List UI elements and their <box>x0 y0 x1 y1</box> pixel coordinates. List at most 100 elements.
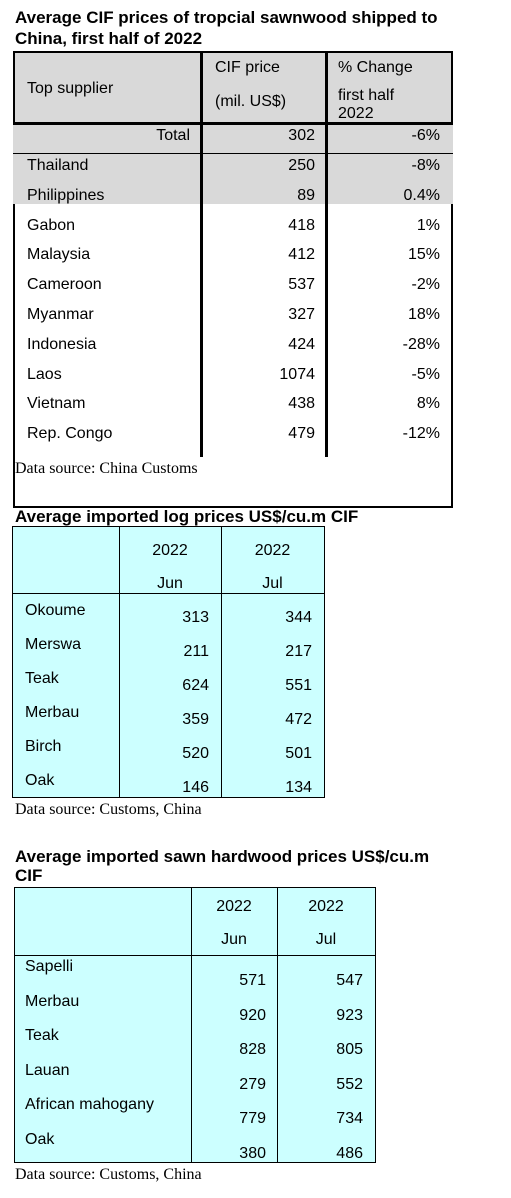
header-change: % Change <box>338 59 413 76</box>
table3-title-line1: Average imported sawn hardwood prices US… <box>15 847 430 866</box>
jul-price-value: 805 <box>336 1041 363 1058</box>
table3-month-jul: Jul <box>315 931 337 948</box>
jun-price-value: 313 <box>182 609 209 626</box>
jul-price-value: 134 <box>285 779 312 796</box>
jul-price-value: 923 <box>336 1006 363 1024</box>
table1-total-row <box>13 124 453 204</box>
change-value: -28% <box>402 335 440 353</box>
supplier-name: Rep. Congo <box>27 425 113 443</box>
table1-title-line1: Average CIF prices of tropcial sawnwood … <box>15 8 438 27</box>
header-cif-unit: (mil. US$) <box>215 93 287 110</box>
jun-price-value: 380 <box>239 1144 266 1162</box>
table3-column-line <box>191 888 192 1162</box>
supplier-name: Vietnam <box>27 395 86 413</box>
species-name: African mahogany <box>25 1096 154 1113</box>
jun-price-value: 279 <box>239 1075 266 1093</box>
header-cif-price: CIF price <box>215 59 280 76</box>
species-name: Oak <box>25 772 55 789</box>
table2-year-jul: 2022 <box>254 542 291 559</box>
change-value: 0.4% <box>403 186 440 204</box>
sawn-hardwood-price-table: 2022 Jun 2022 Jul Sapelli 571 547 Merbau 920… <box>14 887 376 1163</box>
jun-price-value: 146 <box>182 779 209 796</box>
cif-price-value: 327 <box>288 306 315 323</box>
jul-price-value: 552 <box>336 1075 363 1093</box>
species-name: Sapelli <box>25 958 74 975</box>
jun-price-value: 359 <box>182 711 209 728</box>
table1-source: Data source: China Customs <box>15 460 198 477</box>
cif-price-value: 412 <box>288 246 315 264</box>
total-label: Total <box>156 127 190 144</box>
table2-column-line <box>221 527 222 797</box>
header-top-supplier: Top supplier <box>27 80 114 97</box>
change-value: 15% <box>407 246 440 264</box>
supplier-name: Myanmar <box>27 306 94 323</box>
table2-source: Data source: Customs, China <box>15 801 202 818</box>
table1-body <box>13 204 453 508</box>
jun-price-value: 211 <box>183 643 209 660</box>
jul-price-value: 551 <box>285 677 312 694</box>
supplier-name: Philippines <box>27 186 105 204</box>
supplier-name: Gabon <box>27 216 76 234</box>
change-value: -2% <box>411 276 440 294</box>
cif-price-value: 250 <box>288 157 315 174</box>
jul-price-value: 344 <box>285 609 312 626</box>
table3-column-line <box>277 888 278 1162</box>
species-name: Merbau <box>25 992 80 1010</box>
jul-price-value: 472 <box>285 711 312 728</box>
table1-column-line <box>325 51 328 457</box>
cif-price-value: 537 <box>288 276 315 294</box>
jun-price-value: 920 <box>239 1006 266 1024</box>
supplier-name: Thailand <box>27 157 89 174</box>
cif-price-table: Top supplier CIF price (mil. US$) % Chan… <box>13 51 453 508</box>
table3-year-jun: 2022 <box>216 898 252 915</box>
cif-price-value: 424 <box>288 335 315 353</box>
table2-month-jun: Jun <box>157 575 183 592</box>
change-value: 1% <box>416 216 440 234</box>
table2-month-jul: Jul <box>262 575 283 592</box>
table1-header <box>13 51 453 124</box>
table3-source: Data source: Customs, China <box>15 1166 202 1183</box>
table1-title-line2: China, first half of 2022 <box>15 29 203 48</box>
cif-price-value: 418 <box>288 216 315 234</box>
cif-price-value: 438 <box>288 395 315 413</box>
species-name: Merswa <box>25 636 82 653</box>
table2-title: Average imported log prices US$/cu.m CIF <box>15 507 359 526</box>
supplier-name: Malaysia <box>27 246 91 264</box>
jun-price-value: 828 <box>239 1041 266 1058</box>
jul-price-value: 217 <box>285 643 312 660</box>
table2-column-line <box>119 527 120 797</box>
jul-price-value: 486 <box>336 1144 363 1162</box>
jun-price-value: 520 <box>182 745 209 762</box>
cif-price-value: 89 <box>297 186 315 204</box>
jun-price-value: 571 <box>239 972 266 989</box>
species-name: Teak <box>25 1027 59 1044</box>
table3-header-divider <box>15 955 375 956</box>
jun-price-value: 624 <box>182 677 209 694</box>
table3-month-jun: Jun <box>221 931 247 948</box>
log-price-table: 2022 Jun 2022 Jul Okoume 313 344 Merswa 211 2… <box>12 526 325 798</box>
jun-price-value: 779 <box>239 1110 266 1127</box>
header-change-year: 2022 <box>338 105 374 122</box>
species-name: Birch <box>25 738 62 755</box>
total-price: 302 <box>288 127 315 144</box>
total-change: -6% <box>411 127 440 144</box>
cif-price-value: 1074 <box>279 365 315 383</box>
table2-year-jun: 2022 <box>152 542 188 559</box>
species-name: Merbau <box>25 704 80 721</box>
species-name: Teak <box>25 670 59 687</box>
header-change-period: first half <box>338 87 395 104</box>
species-name: Okoume <box>25 602 86 619</box>
table3-title-line2: CIF <box>15 866 43 885</box>
supplier-name: Laos <box>27 365 62 383</box>
supplier-name: Indonesia <box>27 335 97 353</box>
change-value: 8% <box>416 395 440 413</box>
species-name: Lauan <box>25 1061 70 1079</box>
jul-price-value: 734 <box>336 1110 363 1127</box>
table1-divider <box>13 153 453 154</box>
table1-divider <box>13 124 453 125</box>
change-value: -8% <box>411 157 440 174</box>
species-name: Oak <box>25 1130 55 1148</box>
supplier-name: Cameroon <box>27 276 102 294</box>
jul-price-value: 547 <box>336 972 363 989</box>
table1-column-line <box>200 51 203 457</box>
